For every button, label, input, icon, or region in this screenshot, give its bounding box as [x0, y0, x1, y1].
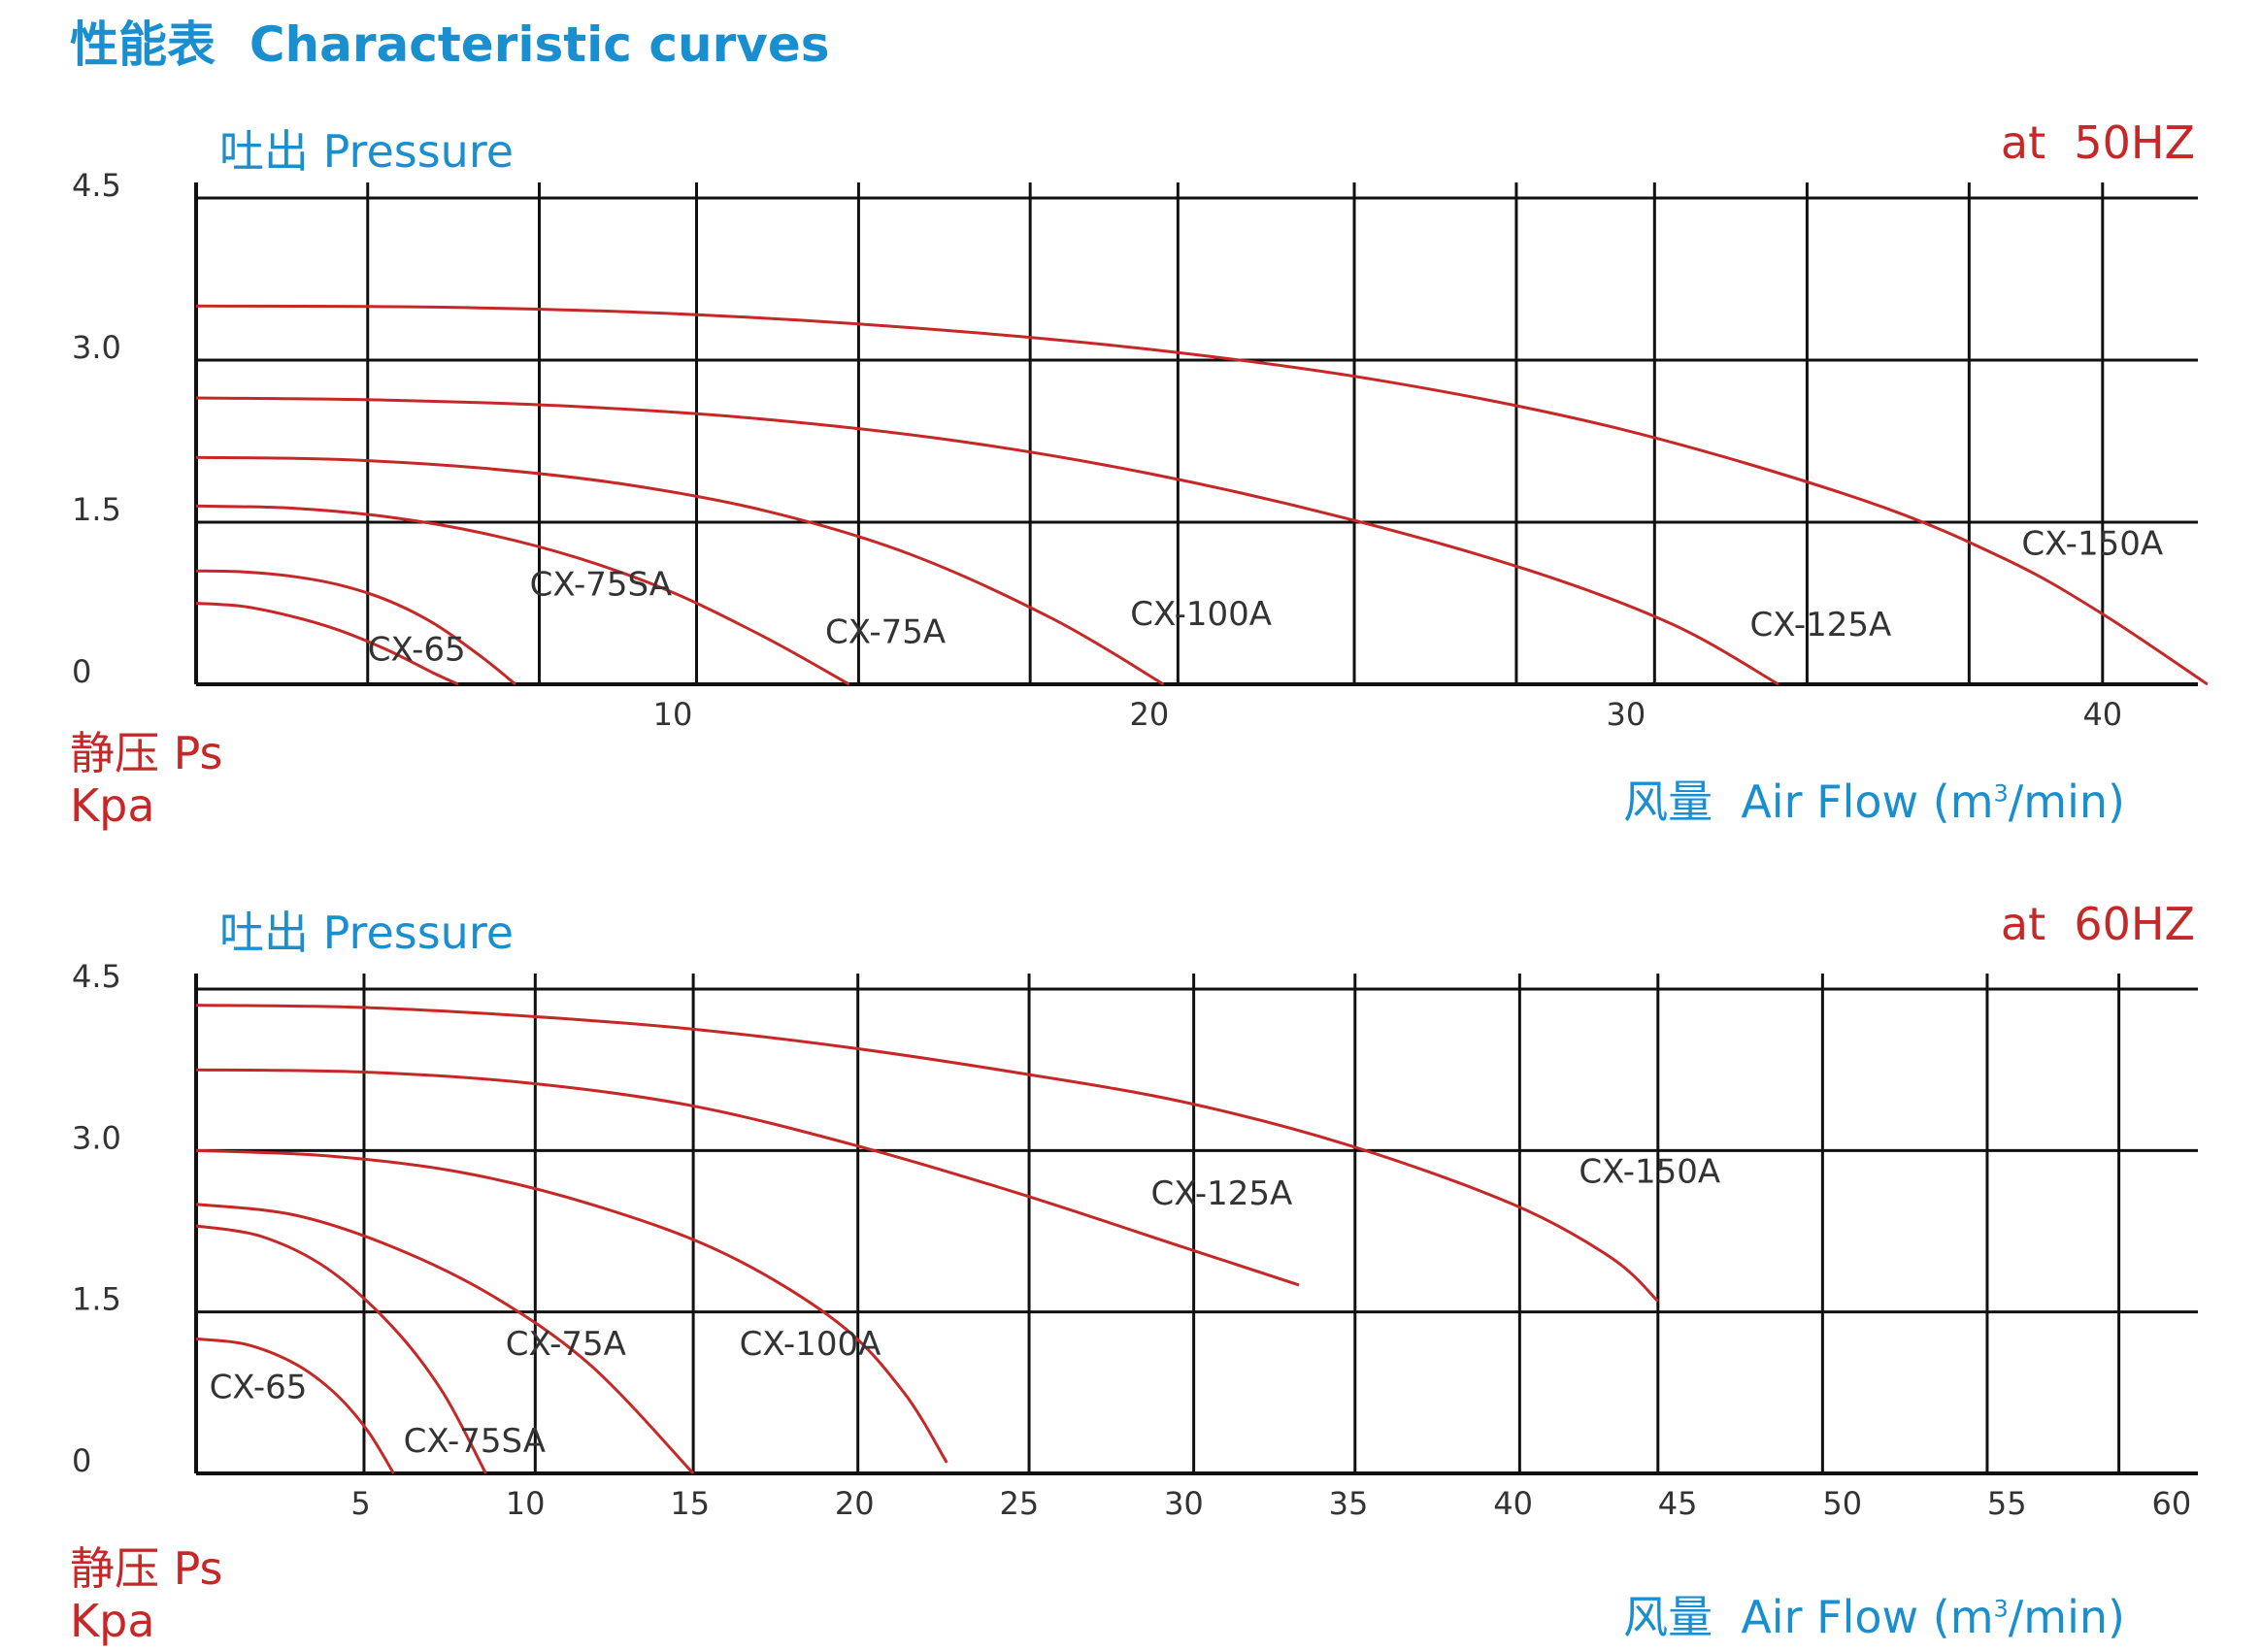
y-tick-label: 1.5	[72, 491, 121, 528]
x-tick-label: 35	[1329, 1485, 1369, 1522]
y-axis-label: 静压 Ps	[70, 727, 223, 779]
x-axis-label: 风量 Air Flow (m3/min)	[1623, 776, 2125, 828]
y-tick-label: 4.5	[72, 958, 121, 995]
series-curve	[195, 455, 1165, 686]
series-curve	[195, 1148, 948, 1464]
x-tick-label: 60	[2152, 1485, 2192, 1522]
x-tick-label: 25	[1000, 1485, 1040, 1522]
curve-label: CX-75A	[825, 613, 946, 652]
x-tick-label: 30	[1606, 696, 1646, 733]
chart-50hz: 0 1.5 3.0 4.5 10 20 30 40 CX-65 CX-75SA CX-75A CX-1…	[72, 167, 2209, 733]
curve-label: CX-125A	[1750, 606, 1892, 644]
chart-60hz: 0 1.5 3.0 4.5 5 10 15 20 25 30 35 40 45 50 55 60 CX-65 CX…	[72, 958, 2198, 1522]
chart-panel-60hz: 吐出 Pressure at 60HZ 0 1.5 3.0 4.5 5 10 15 20 25 3…	[0, 898, 2261, 1652]
series-curve	[195, 1068, 1300, 1287]
x-tick-label: 5	[350, 1485, 370, 1522]
x-axis-label: 风量 Air Flow (m3/min)	[1623, 1591, 2125, 1643]
y-tick-label: 3.0	[72, 1119, 121, 1156]
chart-title: 吐出 Pressure	[219, 125, 515, 178]
y-tick-label: 1.5	[72, 1281, 121, 1318]
curve-label: CX-75SA	[404, 1422, 546, 1461]
y-axis-unit: Kpa	[70, 779, 155, 832]
series-curve	[195, 569, 516, 686]
y-tick-label: 0	[72, 653, 91, 690]
series-curve	[195, 1203, 695, 1475]
curve-label: CX-150A	[2021, 524, 2163, 563]
curve-label: CX-75SA	[530, 566, 672, 605]
y-tick-label: 3.0	[72, 329, 121, 366]
curve-label: CX-65	[368, 631, 466, 670]
series-curve	[195, 1337, 395, 1474]
y-tick-label: 0	[72, 1442, 91, 1479]
y-axis-unit: Kpa	[70, 1595, 155, 1647]
y-tick-label: 4.5	[72, 167, 121, 204]
page-title: 性能表 Characteristic curves	[70, 17, 830, 73]
x-tick-label: 50	[1822, 1485, 1862, 1522]
x-tick-label: 40	[1493, 1485, 1533, 1522]
series-curve	[195, 504, 850, 686]
x-tick-label: 45	[1658, 1485, 1698, 1522]
x-tick-label: 30	[1164, 1485, 1204, 1522]
chart-title: 吐出 Pressure	[219, 907, 515, 959]
curve-label: CX-75A	[506, 1325, 626, 1364]
x-tick-label: 20	[1130, 696, 1170, 733]
curve-label: CX-100A	[1130, 595, 1272, 634]
curve-label: CX-125A	[1151, 1174, 1293, 1213]
series-curve	[195, 396, 1779, 686]
x-tick-label: 10	[506, 1485, 546, 1522]
frequency-label: at 60HZ	[2000, 898, 2195, 950]
frequency-label: at 50HZ	[2000, 116, 2195, 169]
series-curve	[195, 1224, 487, 1474]
series-curve	[195, 304, 2209, 686]
y-axis-label: 静压 Ps	[70, 1542, 223, 1595]
x-tick-label: 55	[1987, 1485, 2027, 1522]
x-tick-label: 10	[653, 696, 693, 733]
curve-label: CX-65	[210, 1368, 308, 1406]
x-tick-label: 20	[835, 1485, 875, 1522]
x-tick-label: 15	[670, 1485, 710, 1522]
curve-label: CX-150A	[1579, 1153, 1720, 1192]
x-tick-label: 40	[2082, 696, 2122, 733]
curve-label: CX-100A	[740, 1325, 881, 1364]
series-curve	[195, 602, 459, 686]
series-curve	[195, 1004, 1659, 1303]
chart-panel-50hz: 吐出 Pressure at 50HZ 0 1.5 3.0 4.5 10 20 30 40 CX…	[0, 116, 2261, 854]
